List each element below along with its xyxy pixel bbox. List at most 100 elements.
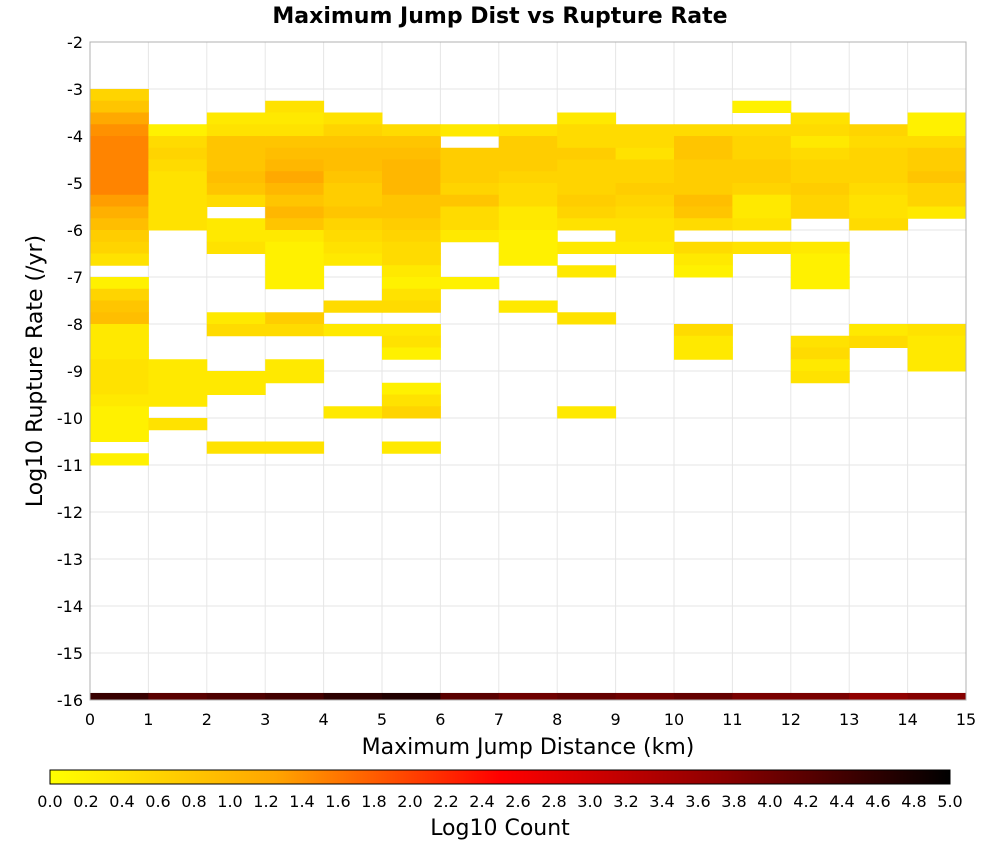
heatmap-cell (323, 112, 383, 125)
heatmap-cell (323, 171, 383, 184)
x-axis-title: Maximum Jump Distance (km) (362, 735, 695, 760)
heatmap-cell (674, 171, 733, 184)
heatmap-cell (265, 159, 325, 172)
heatmap-cell (732, 206, 792, 219)
heatmap-cell (557, 159, 617, 172)
heatmap-cell (674, 253, 733, 266)
heatmap-cell (907, 347, 967, 360)
heatmap-cell (323, 194, 383, 207)
heatmap-cell (323, 324, 383, 337)
heatmap-cell (382, 124, 441, 137)
heatmap-cell (907, 159, 967, 172)
heatmap-cell (382, 147, 441, 160)
heatmap-cell (849, 324, 909, 337)
heatmap-cell (674, 147, 733, 160)
heatmap-cell (557, 265, 617, 278)
heatmap-cell (440, 124, 500, 137)
heatmap-cell (90, 371, 149, 384)
heatmap-cell (557, 183, 617, 196)
heatmap-cell (265, 112, 325, 125)
heatmap-cell (90, 312, 149, 325)
heatmap-cell (498, 253, 558, 266)
heatmap-cell (382, 253, 441, 266)
heatmap-cell-baseline (206, 692, 266, 700)
x-tick-label: 5 (377, 710, 387, 729)
heatmap-cell (907, 124, 967, 137)
heatmap-cell (90, 335, 149, 348)
heatmap-cell (440, 183, 500, 196)
x-tick-label: 0 (85, 710, 95, 729)
heatmap-cell (323, 406, 383, 419)
heatmap-cell (148, 359, 208, 372)
colorbar-tick-label: 1.0 (217, 792, 242, 811)
heatmap-cell-baseline (323, 692, 383, 700)
heatmap-cell (615, 159, 675, 172)
heatmap-cell (557, 218, 617, 231)
colorbar-tick-label: 4.8 (901, 792, 926, 811)
heatmap-cell (498, 218, 558, 231)
heatmap-cell (90, 300, 149, 313)
y-tick-label: -15 (57, 644, 83, 663)
heatmap-cell (615, 124, 675, 137)
heatmap-cell (732, 171, 792, 184)
heatmap-cell (732, 183, 792, 196)
heatmap-cell (440, 206, 500, 219)
heatmap-cell (732, 124, 792, 137)
heatmap-cell (557, 206, 617, 219)
heatmap-cell (382, 136, 441, 149)
x-tick-label: 8 (552, 710, 562, 729)
colorbar-tick-label: 0.8 (181, 792, 206, 811)
heatmap-cell (265, 277, 325, 290)
heatmap-cell (148, 147, 208, 160)
heatmap-cell (907, 324, 967, 337)
colorbar-tick-label: 0.2 (73, 792, 98, 811)
heatmap-cell (265, 230, 325, 243)
x-tick-label: 13 (839, 710, 859, 729)
heatmap-cell (323, 159, 383, 172)
heatmap-cell (382, 171, 441, 184)
y-tick-label: -3 (67, 80, 83, 99)
heatmap-cell (265, 147, 325, 160)
heatmap-cell (790, 194, 850, 207)
heatmap-cell (615, 171, 675, 184)
heatmap-cell (206, 171, 266, 184)
x-tick-label: 2 (202, 710, 212, 729)
heatmap-cell (382, 265, 441, 278)
heatmap-cell (557, 171, 617, 184)
heatmap-cell (382, 441, 441, 454)
heatmap-cell (148, 418, 208, 431)
heatmap-cell (206, 230, 266, 243)
heatmap-cell (907, 359, 967, 372)
heatmap-cell (674, 136, 733, 149)
colorbar-tick-labels: 0.0 0.2 0.4 0.6 0.8 1.0 1.2 1.4 1.6 1.8 2.0 2.2 2.4 2… (37, 792, 962, 811)
y-tick-label: -14 (57, 597, 83, 616)
heatmap-cell (206, 371, 266, 384)
heatmap-cell (90, 359, 149, 372)
heatmap-cell-baseline (674, 692, 733, 700)
heatmap-cell (849, 124, 909, 137)
heatmap-cell (498, 171, 558, 184)
x-tick-label: 3 (260, 710, 270, 729)
heatmap-cell (440, 277, 500, 290)
y-tick-label: -7 (67, 268, 83, 287)
heatmap-cell (849, 136, 909, 149)
heatmap-cell (382, 406, 441, 419)
heatmap-cell (206, 194, 266, 207)
heatmap-cell (498, 206, 558, 219)
heatmap-cell (790, 253, 850, 266)
heatmap-cell (440, 147, 500, 160)
y-tick-label: -12 (57, 503, 83, 522)
y-tick-label: -8 (67, 315, 83, 334)
heatmap-cell (323, 241, 383, 254)
heatmap-cell (849, 183, 909, 196)
colorbar-tick-label: 1.8 (361, 792, 386, 811)
heatmap-cell (674, 124, 733, 137)
heatmap-cell-baseline (90, 692, 149, 700)
colorbar-tick-label: 4.4 (829, 792, 854, 811)
heatmap-cell (148, 371, 208, 384)
heatmap-cell-baseline (790, 692, 850, 700)
heatmap-cell (615, 241, 675, 254)
colorbar-tick-label: 3.0 (577, 792, 602, 811)
y-tick-label: -16 (57, 691, 83, 710)
